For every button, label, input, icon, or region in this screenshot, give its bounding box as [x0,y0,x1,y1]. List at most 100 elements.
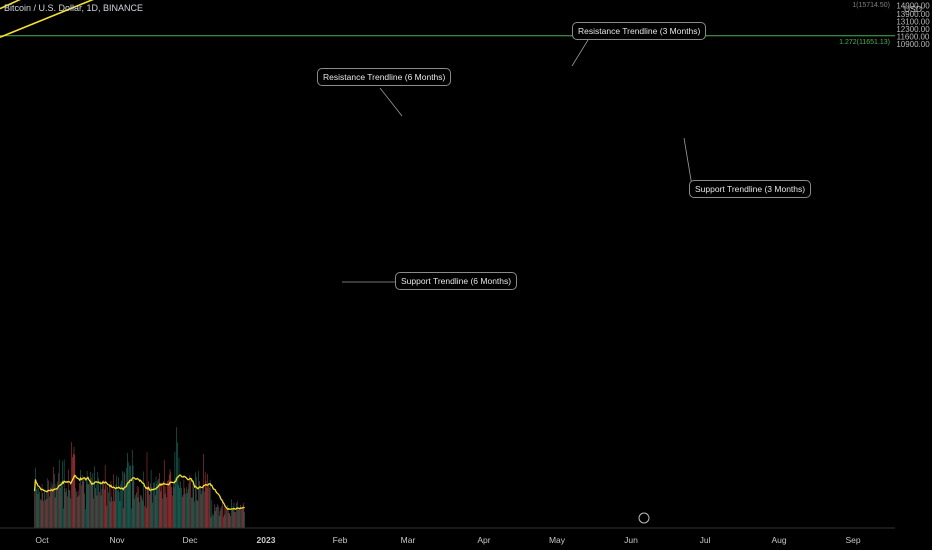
x-tick-label-3: 2023 [257,535,276,545]
volume-bar-195 [194,501,195,528]
volume-bar-185 [186,487,187,528]
volume-bar-176 [178,457,180,528]
volume-bar-13 [44,499,46,528]
x-tick-label-7: May [549,535,566,545]
volume-bar-117 [130,465,131,528]
volume-bar-80 [99,481,101,528]
volume-bar-53 [77,490,79,528]
volume-bar-103 [118,492,120,528]
volume-bar-77 [97,472,99,528]
annotation-support-3m[interactable]: Support Trendline (3 Months) [689,180,812,198]
volume-bar-26 [55,483,57,528]
volume-bar-172 [175,477,177,528]
volume-bar-256 [244,511,245,528]
volume-bar-17 [48,480,49,528]
volume-bar-246 [236,503,237,528]
volume-bar-111 [125,484,126,528]
volume-bar-203 [200,494,202,528]
volume-bar-174 [177,442,178,528]
volume-bar-1 [35,467,36,528]
volume-bar-143 [151,487,153,528]
volume-bar-221 [215,507,217,528]
volume-bar-39 [66,488,67,528]
volume-bar-38 [65,492,67,528]
volume-bar-47 [72,453,74,528]
volume-bar-192 [191,497,193,528]
annotation-support-6m[interactable]: Support Trendline (6 Months) [395,272,518,290]
volume-bar-55 [79,483,81,528]
volume-bar-82 [101,488,103,528]
volume-bar-164 [168,474,170,528]
volume-bar-187 [187,489,189,528]
volume-bar-107 [122,471,123,528]
volume-bar-242 [232,506,234,528]
volume-bar-35 [63,508,64,528]
volume-bar-229 [222,501,223,528]
volume-bar-22 [52,484,53,528]
volume-bar-138 [147,487,149,528]
volume-bar-198 [196,500,198,528]
volume-bar-154 [160,491,162,528]
volume-bar-237 [228,512,230,528]
volume-bar-145 [153,482,154,528]
volume-bar-8 [40,500,42,528]
volume-bar-89 [107,486,108,528]
volume-bar-191 [190,497,192,528]
volume-bar-239 [230,516,231,528]
volume-bar-113 [127,452,128,528]
volume-bar-128 [139,502,140,528]
volume-bar-157 [163,481,164,528]
volume-bar-74 [95,487,96,528]
volume-bar-168 [172,495,173,528]
volume-bar-36 [63,459,65,528]
volume-bar-193 [192,479,194,528]
volume-bar-94 [111,496,113,528]
volume-bar-213 [209,487,210,528]
volume-bar-150 [157,480,158,528]
volume-bar-158 [163,459,165,528]
volume-bar-167 [171,487,172,528]
volume-bar-240 [231,499,232,528]
volume-bar-235 [227,505,228,528]
volume-bar-6 [39,491,40,528]
volume-bar-177 [179,487,181,528]
volume-bar-171 [174,451,176,528]
volume-bar-92 [109,501,111,528]
y-tick-label-11: 13900.00 [896,10,930,19]
volume-bar-206 [203,454,204,528]
volume-bar-21 [51,487,53,528]
annotation-resistance-6m[interactable]: Resistance Trendline (6 Months) [317,68,452,86]
volume-bar-30 [58,459,60,528]
volume-bar-114 [127,461,129,528]
x-tick-label-4: Feb [333,535,348,545]
volume-bar-251 [240,504,241,528]
volume-bar-78 [98,478,99,528]
volume-bar-42 [68,490,70,528]
volume-bar-83 [102,480,104,528]
volume-bar-52 [76,497,78,528]
volume-bar-24 [54,473,55,528]
annotation-connector-3 [683,137,693,187]
volume-bar-0 [34,491,35,528]
volume-bar-226 [219,510,221,528]
volume-bar-207 [204,491,205,528]
volume-bar-28 [57,481,58,528]
volume-bar-252 [241,509,242,528]
volume-bar-197 [195,476,197,528]
volume-bar-188 [188,483,190,528]
volume-bar-45 [71,442,72,528]
volume-bar-61 [84,493,85,528]
volume-bar-211 [207,474,209,528]
volume-bar-19 [49,487,51,528]
volume-bar-234 [226,508,227,528]
volume-bar-179 [181,487,182,528]
y-tick-label-12: 13100.00 [896,17,930,26]
volume-bar-98 [114,488,116,528]
volume-bar-115 [128,483,130,528]
volume-bar-37 [64,488,66,528]
volume-bar-109 [123,471,125,528]
annotation-resistance-3m[interactable]: Resistance Trendline (3 Months) [572,22,707,40]
volume-bar-27 [56,487,58,528]
volume-bar-18 [49,496,50,528]
